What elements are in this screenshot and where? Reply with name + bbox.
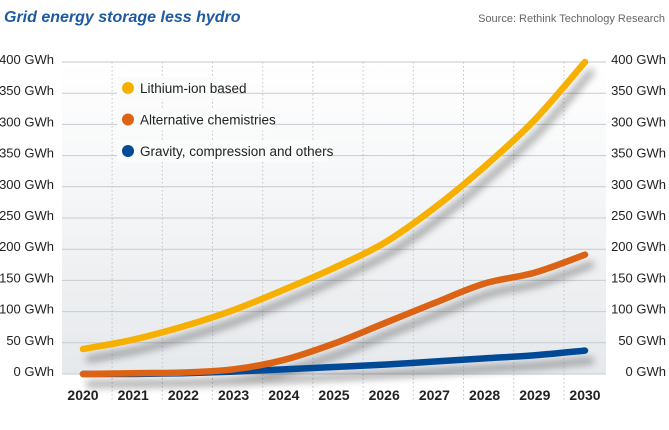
legend-label: Gravity, compression and others [140, 144, 334, 159]
series-line-lithium-ion-based [79, 58, 589, 353]
legend-label: Lithium-ion based [140, 81, 247, 96]
x-tick-label: 2021 [118, 387, 149, 403]
y-tick-label-right: 250 GWh [611, 208, 666, 223]
y-tick-label-left: 300 GWh [0, 114, 54, 129]
legend-marker [122, 82, 134, 94]
x-tick-label: 2026 [369, 387, 400, 403]
legend-marker [122, 113, 134, 126]
y-tick-label-right: 50 GWh [618, 333, 666, 348]
x-tick-label: 2030 [569, 387, 600, 403]
legend-background [117, 140, 327, 162]
x-tick-label: 2027 [419, 387, 450, 403]
y-tick-label-right: 400 GWh [611, 52, 666, 67]
x-tick-label: 2028 [469, 387, 500, 403]
legend-marker [122, 145, 134, 157]
y-tick-label-right: 300 GWh [611, 177, 666, 192]
y-tick-label-right: 150 GWh [611, 270, 666, 285]
chart-source: Source: Rethink Technology Research [478, 13, 665, 25]
y-tick-label-left: 350 GWh [0, 146, 54, 161]
y-tick-label-right: 300 GWh [611, 114, 666, 129]
y-tick-label-left: 100 GWh [0, 302, 54, 317]
x-tick-label: 2022 [168, 387, 199, 403]
chart-title: Grid energy storage less hydro [4, 9, 241, 26]
x-tick-label: 2029 [519, 387, 550, 403]
y-tick-label-right: 350 GWh [611, 83, 666, 98]
legend-label: Alternative chemistries [140, 113, 276, 128]
x-tick-label: 2020 [67, 387, 98, 403]
y-tick-label-left: 350 GWh [0, 83, 54, 98]
x-tick-label: 2025 [318, 387, 349, 403]
y-tick-label-left: 0 GWh [14, 364, 54, 379]
y-tick-label-right: 100 GWh [611, 302, 666, 317]
x-tick-label: 2023 [218, 387, 249, 403]
y-tick-label-right: 200 GWh [611, 239, 666, 254]
x-tick-label: 2024 [268, 387, 299, 403]
y-tick-label-left: 50 GWh [6, 333, 54, 348]
y-tick-label-left: 250 GWh [0, 208, 54, 223]
y-tick-label-left: 300 GWh [0, 177, 54, 192]
y-tick-label-left: 200 GWh [0, 239, 54, 254]
y-tick-label-left: 150 GWh [0, 270, 54, 285]
legend-background [117, 77, 217, 99]
legend-background [117, 108, 272, 131]
y-tick-label-right: 0 GWh [626, 364, 666, 379]
y-tick-label-right: 350 GWh [611, 146, 666, 161]
y-tick-label-left: 400 GWh [0, 52, 54, 67]
series-line-alternative-chemistries [79, 251, 589, 378]
